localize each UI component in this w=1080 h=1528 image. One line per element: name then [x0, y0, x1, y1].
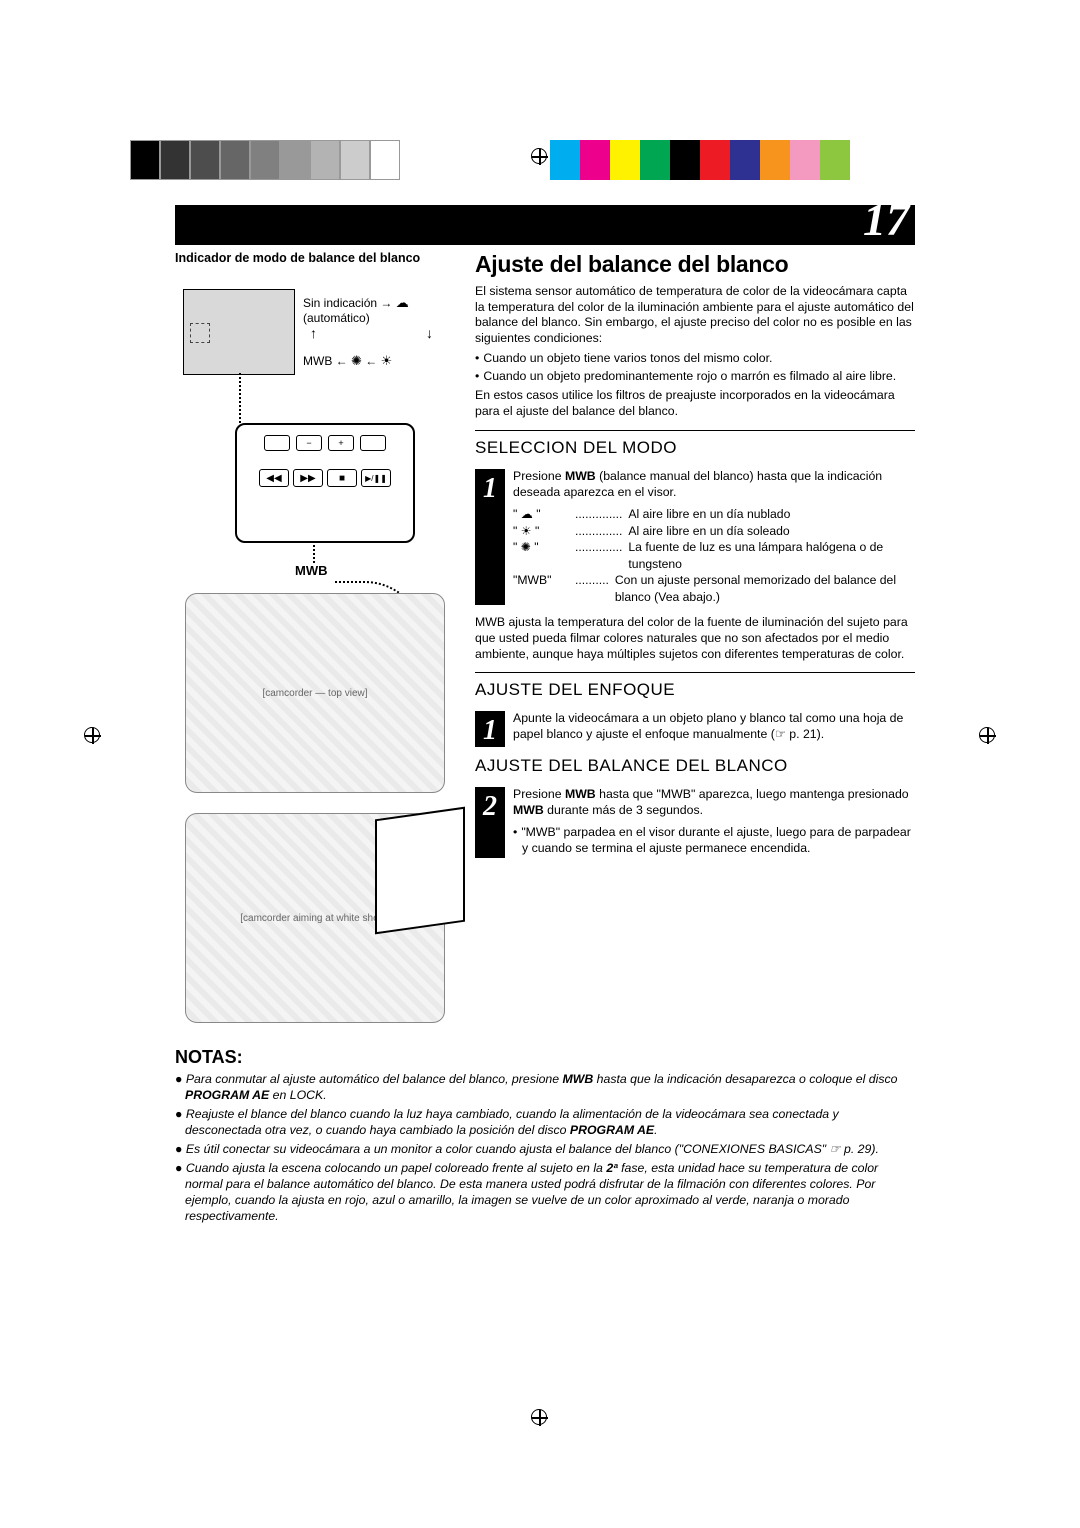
control-panel-row1: − +	[237, 435, 413, 451]
registration-mark-left	[85, 728, 101, 749]
arrow-left-icon	[336, 354, 348, 368]
mode-table: " ☁ "..............Al aire libre en un d…	[513, 506, 915, 605]
indicator-title: Indicador de modo de balance del blanco	[175, 251, 457, 265]
notas-item: Para conmutar al ajuste automático del b…	[175, 1072, 915, 1104]
step-number-box: 2	[475, 787, 505, 858]
panel-button	[360, 435, 386, 451]
pointer-line	[239, 373, 241, 427]
main-title: Ajuste del balance del blanco	[475, 251, 915, 278]
step-text: Presione MWB (balance manual del blanco)…	[513, 469, 915, 500]
diagram-area: Sin indicación ☁ (automático) MWB ✺ ☀ ↓ …	[175, 273, 457, 1033]
panel-button-plus: +	[328, 435, 354, 451]
rewind-button: ◀◀	[259, 469, 289, 487]
control-panel-row2: ◀◀ ▶▶ ■ ▶/❚❚	[237, 469, 413, 487]
step-bullet: "MWB" parpadea en el visor durante el aj…	[513, 825, 915, 856]
stop-button: ■	[327, 469, 357, 487]
focus-frame-icon	[190, 323, 210, 343]
notas-item: Es útil conectar su videocámara a un mon…	[175, 1142, 915, 1158]
arrow-left-icon	[365, 354, 377, 368]
intro-bullets: Cuando un objeto tiene varios tonos del …	[475, 351, 915, 384]
divider	[475, 672, 915, 673]
arrow-up-icon: ↑	[310, 325, 317, 341]
right-column: Ajuste del balance del blanco El sistema…	[475, 251, 915, 1033]
control-panel: − + ◀◀ ▶▶ ■ ▶/❚❚	[235, 423, 415, 543]
notas-title: NOTAS:	[175, 1047, 915, 1068]
halogen-icon: ✺	[351, 353, 362, 368]
intro-paragraph-2: En estos casos utilice los filtros de pr…	[475, 388, 915, 419]
step-title: AJUSTE DEL BALANCE DEL BLANCO	[475, 753, 915, 779]
step-title: AJUSTE DEL ENFOQUE	[475, 677, 915, 703]
pointer-line	[313, 545, 315, 563]
divider	[475, 430, 915, 431]
step-number-box: 1	[475, 711, 505, 747]
notas-item: Cuando ajusta la escena colocando un pap…	[175, 1161, 915, 1225]
step-number-box: 1	[475, 469, 505, 605]
step-ajuste-balance: AJUSTE DEL BALANCE DEL BLANCO 2 Presione…	[475, 753, 915, 858]
sin-indicacion-label: Sin indicación ☁	[303, 295, 409, 311]
sunny-icon: ☀	[381, 353, 393, 368]
registration-mark-bottom	[0, 1410, 1080, 1434]
left-column: Indicador de modo de balance del blanco …	[175, 251, 475, 1033]
white-sheet-illustration	[375, 807, 465, 935]
mwb-button-label: MWB	[295, 563, 328, 578]
mwb-cycle-row: MWB ✺ ☀	[303, 353, 392, 369]
notas-list: Para conmutar al ajuste automático del b…	[175, 1072, 915, 1225]
panel-button	[264, 435, 290, 451]
arrow-right-icon	[380, 296, 392, 310]
automatico-label: (automático)	[303, 311, 370, 325]
arrow-down-icon: ↓	[426, 325, 433, 341]
step-ajuste-enfoque: AJUSTE DEL ENFOQUE 1 Apunte la videocáma…	[475, 677, 915, 747]
notas-item: Reajuste el blance del blanco cuando la …	[175, 1107, 915, 1139]
page-number: 17	[863, 193, 909, 246]
camcorder-illustration-top: [camcorder — top view]	[185, 593, 445, 793]
intro-paragraph: El sistema sensor automático de temperat…	[475, 284, 915, 347]
step-seleccion-modo: SELECCION DEL MODO 1 Presione MWB (balan…	[475, 435, 915, 605]
step-text: Presione MWB hasta que "MWB" aparezca, l…	[513, 787, 915, 818]
page-header-band: 17	[175, 205, 915, 245]
notas-section: NOTAS: Para conmutar al ajuste automátic…	[175, 1047, 915, 1225]
page-content: 17 Indicador de modo de balance del blan…	[175, 205, 915, 1228]
registration-mark-top	[0, 149, 1080, 173]
registration-mark-right	[980, 728, 996, 749]
cloudy-icon: ☁	[396, 295, 409, 310]
intro-bullet: Cuando un objeto predominantemente rojo …	[475, 369, 915, 385]
intro-bullet: Cuando un objeto tiene varios tonos del …	[475, 351, 915, 367]
step-text: Apunte la videocámara a un objeto plano …	[513, 711, 915, 742]
panel-button-minus: −	[296, 435, 322, 451]
mwb-paragraph: MWB ajusta la temperatura del color de l…	[475, 615, 915, 662]
step-title: SELECCION DEL MODO	[475, 435, 915, 461]
ffwd-button: ▶▶	[293, 469, 323, 487]
play-pause-button: ▶/❚❚	[361, 469, 391, 487]
